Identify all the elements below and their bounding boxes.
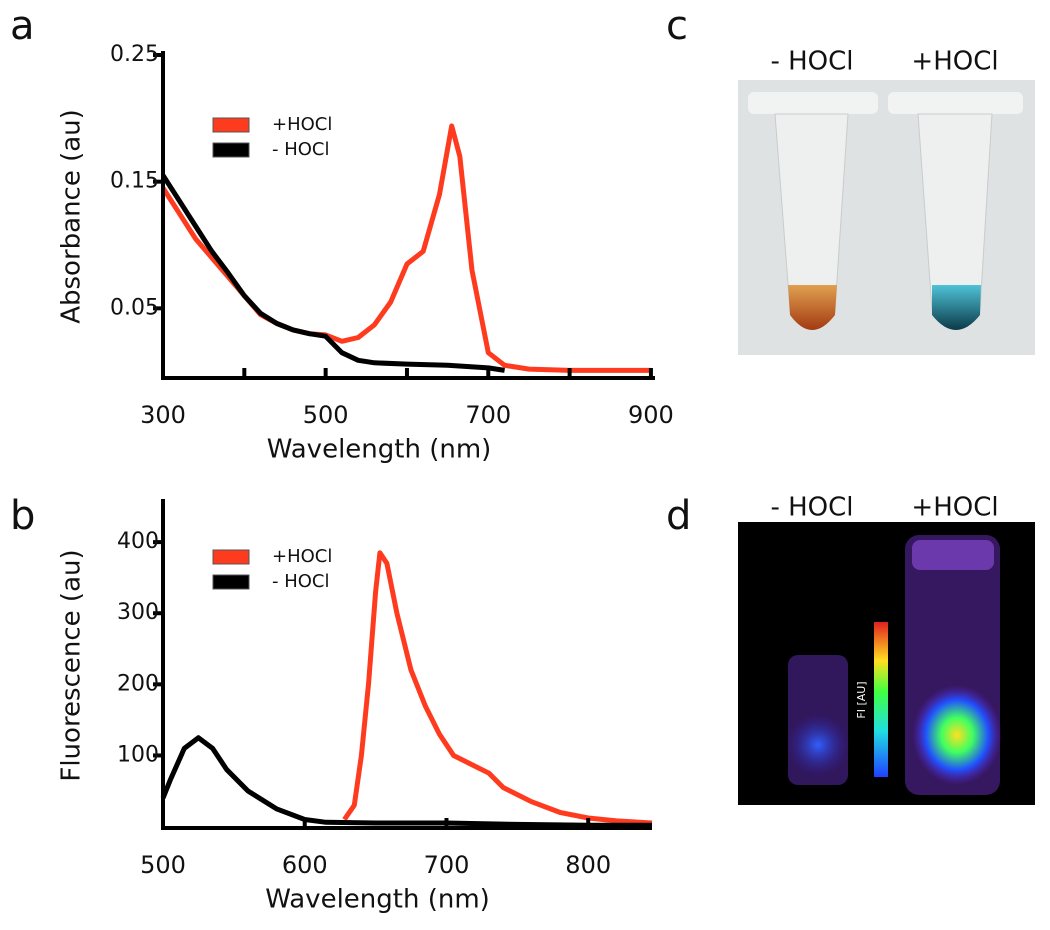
y-axis-label: Fluorescence (au) [57,549,87,781]
legend-label: - HOCl [272,139,330,160]
y-tick-label: 300 [117,600,159,625]
colorbar-label: FI [AU] [855,681,868,718]
y-tick-label: 0.15 [110,169,159,194]
y-tick-label: 0.25 [110,42,159,67]
panel-label: a [10,3,35,49]
x-tick-label: 500 [303,401,349,429]
data-line [342,550,653,826]
panel-label: d [666,493,691,539]
legend-label: +HOCl [272,546,332,567]
x-tick-label: 300 [140,401,186,429]
legend-label: - HOCl [272,571,330,592]
photo-label: +HOCl [911,47,998,77]
panel-label: b [10,493,35,539]
y-tick-label: 400 [117,529,159,554]
legend-swatch [212,142,250,158]
legend-swatch [212,574,250,590]
photo-d [738,522,1035,805]
legend-swatch [212,117,250,133]
x-tick-label: 700 [465,401,511,429]
data-line [160,173,505,373]
photo-label: - HOCl [770,493,853,523]
y-tick-label: 100 [117,742,159,767]
y-tick-label: 0.05 [110,295,159,320]
x-axis-label: Wavelength (nm) [265,885,490,915]
panel-label: c [666,3,688,49]
x-tick-label: 600 [282,851,328,879]
data-line [160,123,651,373]
photo-label: +HOCl [911,493,998,523]
x-tick-label: 700 [424,851,470,879]
photo-c [738,80,1035,355]
photo-label: - HOCl [770,47,853,77]
x-tick-label: 800 [565,851,611,879]
x-tick-label: 900 [628,401,674,429]
data-line [160,735,652,828]
y-tick-label: 200 [117,671,159,696]
x-axis-label: Wavelength (nm) [267,435,492,465]
legend-swatch [212,549,250,565]
legend-label: +HOCl [272,114,332,135]
y-axis-label: Absorbance (au) [57,109,87,324]
x-tick-label: 500 [140,851,186,879]
